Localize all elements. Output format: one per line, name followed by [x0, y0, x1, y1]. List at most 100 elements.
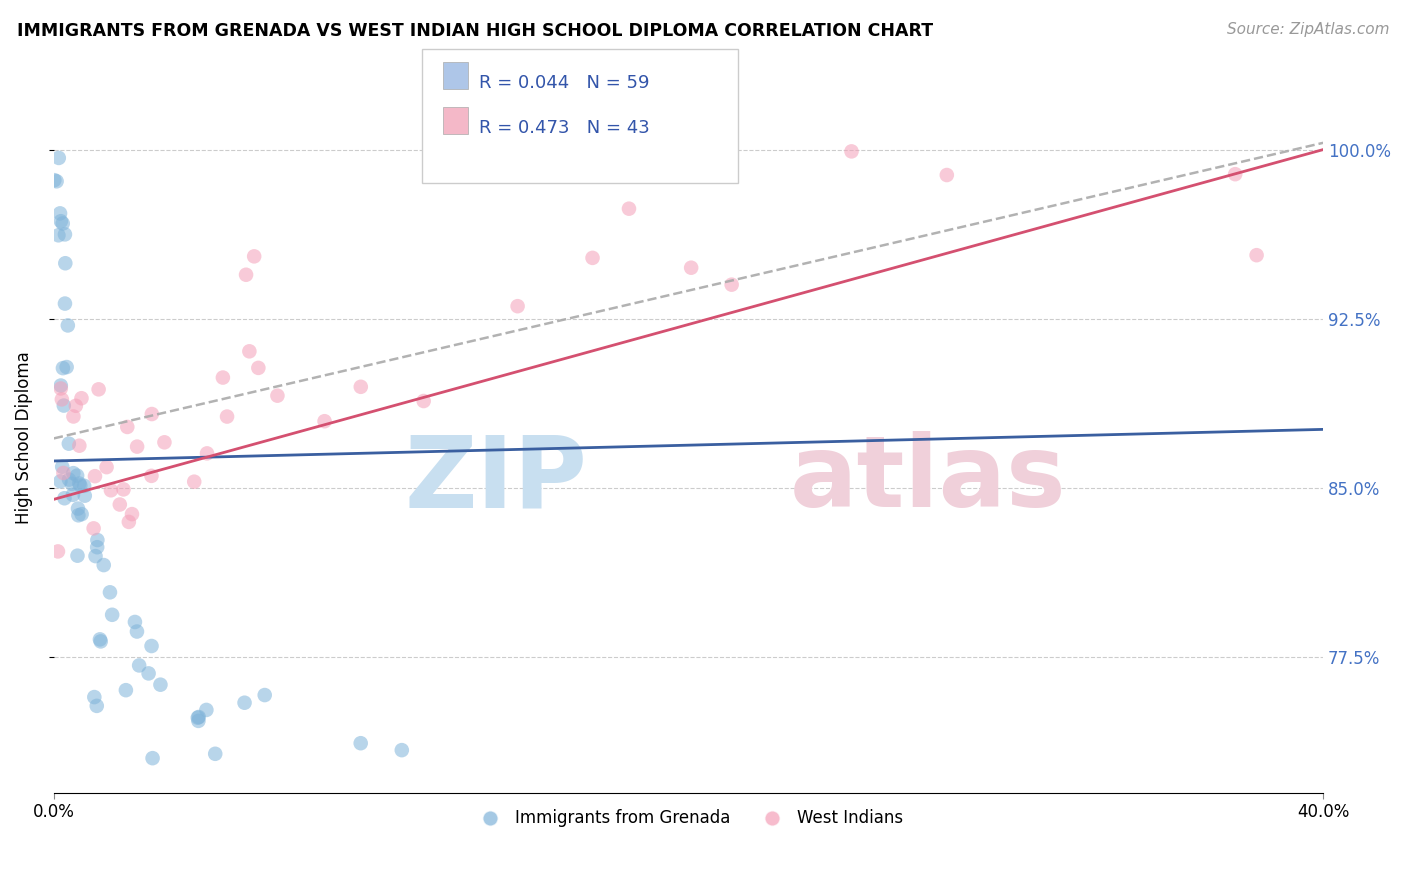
Text: R = 0.044   N = 59: R = 0.044 N = 59 — [479, 74, 650, 92]
Point — [681, 260, 703, 275]
Point — [112, 483, 135, 497]
Point — [48, 228, 70, 243]
Point — [138, 666, 160, 681]
Point — [49, 214, 72, 228]
Point — [86, 698, 108, 713]
Point — [253, 688, 276, 702]
Point — [46, 544, 69, 558]
Point — [238, 344, 260, 359]
Point — [84, 469, 107, 483]
Point — [204, 747, 226, 761]
Point — [98, 585, 121, 599]
Point — [73, 479, 96, 493]
Point — [391, 743, 413, 757]
Point — [720, 277, 742, 292]
Text: IMMIGRANTS FROM GRENADA VS WEST INDIAN HIGH SCHOOL DIPLOMA CORRELATION CHART: IMMIGRANTS FROM GRENADA VS WEST INDIAN H… — [17, 22, 934, 40]
Point — [100, 483, 122, 498]
Point — [121, 507, 143, 521]
Point — [48, 151, 70, 165]
Point — [53, 256, 76, 270]
Point — [412, 394, 434, 409]
Point — [350, 380, 373, 394]
Point — [89, 632, 111, 647]
Point — [52, 361, 75, 376]
Point — [69, 478, 91, 492]
Point — [62, 409, 84, 424]
Point — [841, 145, 863, 159]
Point — [70, 507, 93, 521]
Point — [90, 634, 112, 648]
Point — [128, 658, 150, 673]
Point — [53, 296, 76, 310]
Point — [62, 488, 84, 502]
Point — [118, 515, 141, 529]
Point — [141, 468, 163, 483]
Point — [243, 249, 266, 263]
Point — [60, 476, 83, 491]
Legend: Immigrants from Grenada, West Indians: Immigrants from Grenada, West Indians — [467, 803, 910, 834]
Point — [183, 475, 205, 489]
Point — [49, 382, 72, 396]
Point — [86, 540, 108, 554]
Point — [96, 460, 118, 475]
Point — [83, 690, 105, 704]
Point — [62, 466, 84, 480]
Point — [93, 558, 115, 572]
Text: atlas: atlas — [790, 432, 1067, 528]
Point — [55, 360, 77, 375]
Point — [49, 475, 72, 489]
Point — [101, 607, 124, 622]
Point — [58, 436, 80, 450]
Text: Source: ZipAtlas.com: Source: ZipAtlas.com — [1226, 22, 1389, 37]
Text: ZIP: ZIP — [404, 432, 586, 528]
Point — [187, 714, 209, 728]
Point — [52, 399, 75, 413]
Point — [66, 468, 89, 483]
Point — [51, 392, 73, 407]
Point — [935, 168, 957, 182]
Point — [617, 202, 640, 216]
Point — [44, 173, 66, 187]
Point — [350, 736, 373, 750]
Point — [66, 501, 89, 516]
Point — [506, 299, 529, 313]
Point — [233, 696, 256, 710]
Text: R = 0.473   N = 43: R = 0.473 N = 43 — [479, 119, 650, 136]
Point — [187, 711, 209, 725]
Point — [141, 407, 163, 421]
Point — [53, 491, 76, 506]
Point — [195, 703, 218, 717]
Point — [66, 549, 89, 563]
Point — [52, 217, 75, 231]
Point — [266, 389, 288, 403]
Point — [65, 399, 87, 413]
Point — [127, 440, 149, 454]
Point — [108, 498, 131, 512]
Point — [141, 639, 163, 653]
Point — [117, 420, 139, 434]
Point — [247, 360, 270, 375]
Point — [83, 521, 105, 535]
Point — [124, 615, 146, 629]
Point — [51, 459, 73, 474]
Point — [58, 473, 80, 487]
Point — [73, 489, 96, 503]
Point — [153, 435, 176, 450]
Point — [56, 318, 79, 333]
Point — [115, 683, 138, 698]
Point — [49, 378, 72, 392]
Point — [195, 446, 218, 460]
Point — [215, 409, 238, 424]
Point — [235, 268, 257, 282]
Point — [67, 476, 90, 491]
Point — [125, 624, 148, 639]
Point — [70, 391, 93, 405]
Point — [149, 678, 172, 692]
Point — [1225, 167, 1247, 181]
Point — [314, 414, 336, 428]
Point — [212, 370, 235, 384]
Point — [67, 508, 90, 523]
Point — [1246, 248, 1268, 262]
Point — [86, 533, 108, 547]
Point — [52, 466, 75, 480]
